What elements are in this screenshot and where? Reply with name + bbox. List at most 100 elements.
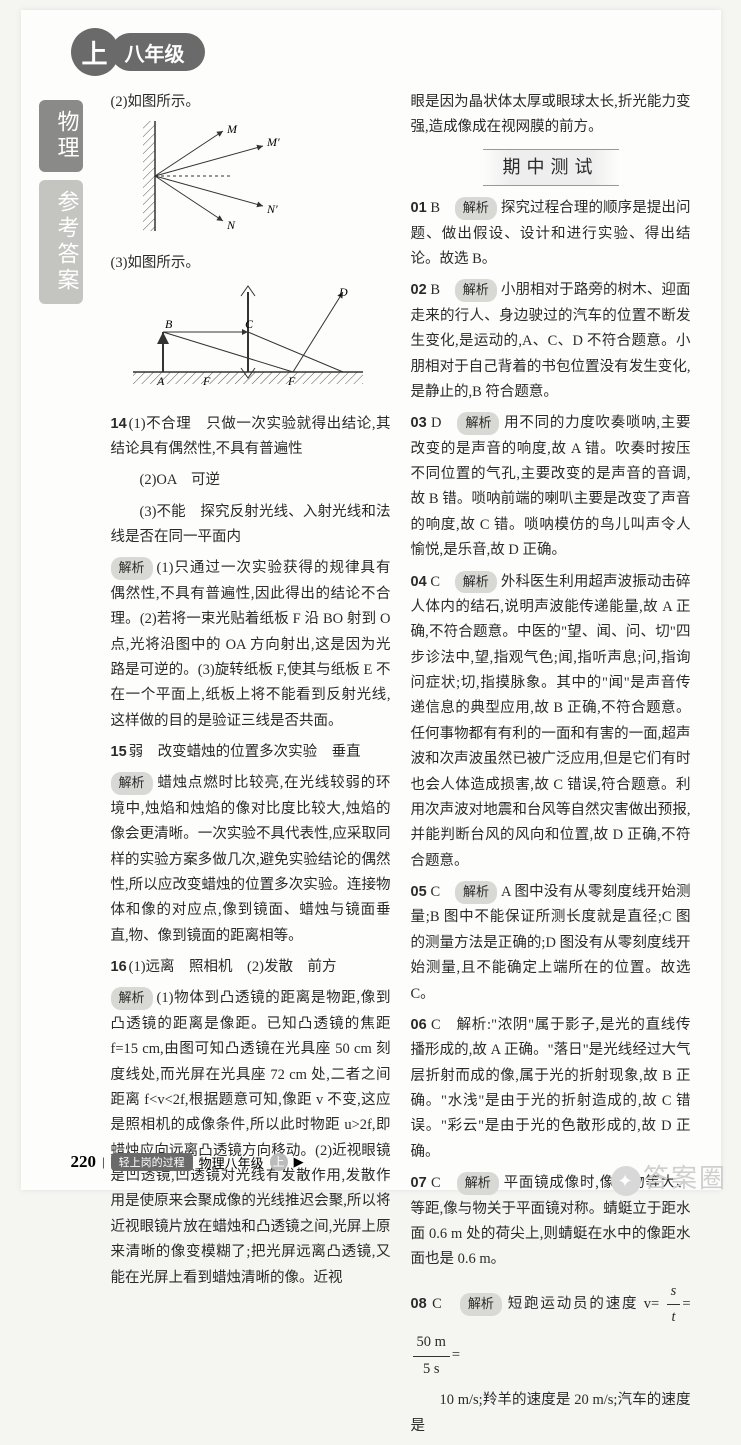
explain-pill: 解析: [457, 1172, 499, 1195]
q16-num: 16: [111, 959, 127, 975]
svg-text:N: N: [226, 218, 236, 231]
a06: 06 C 解析:"浓阴"属于影子,是光的直线传播形成的,故 A 正确。"落日"是…: [411, 1013, 691, 1165]
figure-1: M M' N N': [133, 121, 391, 240]
explain-pill: 解析: [111, 557, 153, 580]
fig1-label: (2)如图所示。: [111, 90, 391, 115]
svg-text:B: B: [165, 317, 173, 331]
a02-num: 02: [411, 282, 427, 298]
q15-exp: 蜡烛点燃时比较亮,在光线较弱的环境中,烛焰和烛焰的像对比度比较大,烛焰的像会更清…: [111, 775, 391, 943]
footer-triangle: ▶: [294, 1154, 304, 1170]
fig2-label: (3)如图所示。: [111, 251, 391, 276]
a07-ans: C: [431, 1175, 441, 1191]
a04-num: 04: [411, 574, 427, 590]
svg-text:A: A: [156, 374, 165, 388]
content-columns: (2)如图所示。: [111, 90, 691, 1445]
footer-bar: |: [102, 1154, 105, 1170]
grade-pill: 八年级: [111, 33, 205, 71]
q14-line1: (1)不合理 只做一次实验就得出结论,其结论具有偶然性,不具有普遍性: [111, 416, 391, 457]
a06-num: 06: [411, 1017, 427, 1033]
a01-num: 01: [411, 200, 427, 216]
figure-2: F F A B C D: [133, 282, 391, 401]
a05-num: 05: [411, 884, 427, 900]
left-column: (2)如图所示。: [111, 90, 391, 1445]
explain-pill: 解析: [455, 881, 497, 904]
a05: 05 C 解析A 图中没有从零刻度线开始测量;B 图中不能保证所测长度就是直径;…: [411, 880, 691, 1007]
q14: 14(1)不合理 只做一次实验就得出结论,其结论具有偶然性,不具有普遍性: [111, 412, 391, 463]
a08-ans: C: [432, 1296, 442, 1312]
q15: 15弱 改变蜡烛的位置多次实验 垂直: [111, 740, 391, 765]
midterm-banner: 期中测试: [411, 149, 691, 187]
volume-label: 上: [81, 34, 107, 71]
svg-text:N': N': [266, 202, 278, 216]
q16-ans: (1)远离 照相机 (2)发散 前方: [129, 959, 337, 975]
explain-pill: 解析: [455, 571, 497, 594]
explain-pill: 解析: [457, 412, 499, 435]
page-footer: 220 | 轻上岗的过程 物理八年级 上 ▶: [71, 1152, 304, 1172]
right-column: 眼是因为晶状体太厚或眼球太长,折光能力变强,造成像成在视网膜的前方。 期中测试 …: [411, 90, 691, 1445]
a02: 02 B 解析小朋相对于路旁的树木、迎面走来的行人、身边驶过的汽车的位置不断发生…: [411, 278, 691, 405]
a05-exp: A 图中没有从零刻度线开始测量;B 图中不能保证所测长度就是直径;C 图的测量方…: [411, 884, 691, 1002]
a07-num: 07: [411, 1175, 427, 1191]
svg-text:C: C: [245, 317, 254, 331]
subject-tab: 物理: [39, 100, 83, 172]
footer-badge: 轻上岗的过程: [111, 1153, 193, 1171]
a03-exp: 用不同的力度吹奏唢呐,主要改变的是声音的响度,故 A 错。吹奏时按压不同位置的气…: [411, 415, 691, 558]
a03-num: 03: [411, 415, 427, 431]
a06-exp: "浓阴"属于影子,是光的直线传播形成的,故 A 正确。"落日"是光线经过大气层折…: [411, 1017, 691, 1160]
svg-text:M': M': [266, 135, 280, 149]
q16-exp: (1)物体到凸透镜的距离是物距,像到凸透镜的距离是像距。已知凸透镜的焦距 f=1…: [111, 990, 391, 1285]
watermark-text: 答案圈: [643, 1164, 727, 1193]
a04-ans: C: [430, 574, 440, 590]
page-number: 220: [71, 1152, 97, 1172]
q15-ans: 弱 改变蜡烛的位置多次实验 垂直: [129, 744, 361, 760]
explain-pill: 解析: [111, 987, 153, 1010]
q16-exp-block: 解析(1)物体到凸透镜的距离是物距,像到凸透镜的距离是像距。已知凸透镜的焦距 f…: [111, 986, 391, 1291]
footer-circle: 上: [270, 1153, 288, 1171]
a08-num: 08: [411, 1296, 427, 1312]
a02-ans: B: [430, 282, 440, 298]
page: 上 八年级 物理 参考答案 (2)如图所示。: [21, 10, 721, 1190]
fraction: s t: [667, 1279, 681, 1331]
q14-line2: (2)OA 可逆: [111, 468, 391, 493]
a08: 08 C 解析短跑运动员的速度 v= s t = 50 m 5 s =: [411, 1279, 691, 1383]
q14-line3: (3)不能 探究反射光线、入射光线和法线是否在同一平面内: [111, 500, 391, 551]
a02-exp: 小朋相对于路旁的树木、迎面走来的行人、身边驶过的汽车的位置不断发生变化,是运动的…: [411, 282, 691, 400]
a03: 03 D 解析用不同的力度吹奏唢呐,主要改变的是声音的响度,故 A 错。吹奏时按…: [411, 411, 691, 563]
svg-text:M: M: [226, 122, 238, 136]
midterm-title: 期中测试: [483, 149, 619, 187]
side-tabs: 物理 参考答案: [39, 100, 83, 304]
a05-ans: C: [430, 884, 440, 900]
footer-text: 物理八年级: [199, 1153, 264, 1172]
svg-text:F: F: [202, 374, 211, 388]
answers-text: 参考答案: [55, 190, 80, 294]
q15-num: 15: [111, 744, 127, 760]
answers-tab: 参考答案: [39, 180, 83, 304]
svg-text:D: D: [338, 285, 348, 299]
grade-label: 八年级: [125, 38, 185, 67]
q14-exp-block: 解析(1)只通过一次实验获得的规律具有偶然性,不具有普遍性,因此得出的结论不合理…: [111, 556, 391, 734]
a04-exp: 外科医生利用超声波振动击碎人体内的结石,说明声波能传递能量,故 A 正确,不符合…: [411, 574, 691, 869]
a08-exp-b: 10 m/s;羚羊的速度是 20 m/s;汽车的速度是: [411, 1388, 691, 1439]
svg-text:F: F: [287, 374, 296, 388]
q16: 16(1)远离 照相机 (2)发散 前方: [111, 955, 391, 980]
watermark: ✦答案圈: [611, 1158, 727, 1196]
a01-ans: B: [430, 200, 440, 216]
subject-text: 物理: [55, 110, 80, 162]
explain-pill: 解析: [111, 772, 153, 795]
q15-exp-block: 解析蜡烛点燃时比较亮,在光线较弱的环境中,烛焰和烛焰的像对比度比较大,烛焰的像会…: [111, 771, 391, 949]
explain-pill: 解析: [455, 197, 497, 220]
carryover-text: 眼是因为晶状体太厚或眼球太长,折光能力变强,造成像成在视网膜的前方。: [411, 90, 691, 141]
header-tab: 上 八年级: [71, 28, 205, 76]
a03-ans: D: [431, 415, 441, 431]
a08-exp-a: 短跑运动员的速度 v=: [506, 1296, 659, 1312]
a01-exp: 探究过程合理的顺序是提出问题、做出假设、设计和进行实验、得出结论。故选 B。: [411, 200, 691, 267]
a06-explain-label: 解析:: [457, 1017, 491, 1033]
watermark-icon: ✦: [611, 1166, 641, 1196]
explain-pill: 解析: [460, 1293, 502, 1316]
q14-exp: (1)只通过一次实验获得的规律具有偶然性,不具有普遍性,因此得出的结论不合理。(…: [111, 560, 391, 728]
explain-pill: 解析: [455, 279, 497, 302]
fraction-val: 50 m 5 s: [413, 1330, 450, 1382]
a01: 01 B 解析探究过程合理的顺序是提出问题、做出假设、设计和进行实验、得出结论。…: [411, 196, 691, 272]
a04: 04 C 解析外科医生利用超声波振动击碎人体内的结石,说明声波能传递能量,故 A…: [411, 570, 691, 875]
q14-num: 14: [111, 416, 127, 432]
